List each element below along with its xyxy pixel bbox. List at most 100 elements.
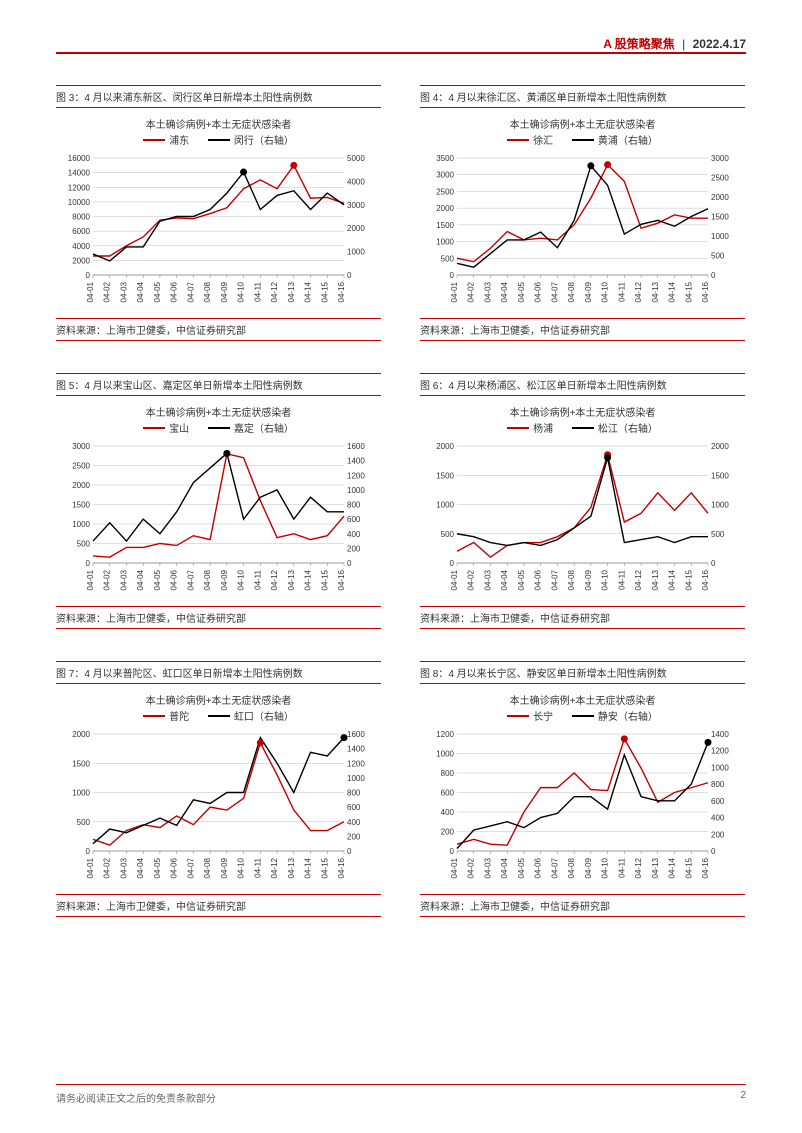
svg-text:04-09: 04-09 <box>584 281 593 302</box>
chart-legend: 杨浦 松江（右轴） <box>420 420 745 435</box>
svg-text:200: 200 <box>441 828 455 837</box>
svg-text:6000: 6000 <box>72 227 90 236</box>
chart-cell-fig3: 图 3：4 月以来浦东新区、闵行区单日新增本土阳性病例数 本土确诊病例+本土无症… <box>56 85 381 341</box>
chart-cell-fig5: 图 5：4 月以来宝山区、嘉定区单日新增本土阳性病例数 本土确诊病例+本土无症状… <box>56 373 381 629</box>
legend-swatch-black <box>572 139 594 141</box>
svg-text:4000: 4000 <box>347 177 365 186</box>
svg-text:04-10: 04-10 <box>601 857 610 878</box>
svg-text:800: 800 <box>347 789 361 798</box>
svg-text:04-05: 04-05 <box>517 569 526 590</box>
chart-legend: 徐汇 黄浦（右轴） <box>420 132 745 147</box>
header-category: A 股策略聚焦 <box>603 37 675 51</box>
svg-text:1500: 1500 <box>72 759 90 768</box>
svg-text:04-12: 04-12 <box>634 857 643 878</box>
svg-text:04-13: 04-13 <box>287 857 296 878</box>
svg-text:2000: 2000 <box>72 256 90 265</box>
legend-label-2: 静安（右轴） <box>598 708 658 723</box>
svg-text:04-16: 04-16 <box>337 857 346 878</box>
svg-text:1000: 1000 <box>436 750 454 759</box>
svg-text:04-14: 04-14 <box>304 857 313 878</box>
svg-text:04-07: 04-07 <box>550 281 559 302</box>
svg-text:400: 400 <box>347 530 361 539</box>
legend-swatch-red <box>507 139 529 141</box>
page-header: A 股策略聚焦 | 2022.4.17 <box>603 35 746 52</box>
svg-text:04-01: 04-01 <box>86 281 95 302</box>
svg-text:04-10: 04-10 <box>601 569 610 590</box>
svg-text:04-06: 04-06 <box>534 857 543 878</box>
chart-legend: 长宁 静安（右轴） <box>420 708 745 723</box>
legend-item-2: 嘉定（右轴） <box>208 420 294 435</box>
svg-text:04-11: 04-11 <box>253 569 262 589</box>
svg-text:04-07: 04-07 <box>550 569 559 590</box>
legend-swatch-black <box>208 139 230 141</box>
legend-label-1: 杨浦 <box>533 420 553 435</box>
svg-text:1000: 1000 <box>72 520 90 529</box>
svg-text:800: 800 <box>441 769 455 778</box>
svg-text:2000: 2000 <box>72 730 90 739</box>
header-rule <box>56 52 746 54</box>
svg-text:0: 0 <box>347 847 352 856</box>
svg-text:04-10: 04-10 <box>237 281 246 302</box>
chart-title: 图 8：4 月以来长宁区、静安区单日新增本土阳性病例数 <box>420 661 745 684</box>
chart-source: 资料来源：上海市卫健委，中信证券研究部 <box>420 894 745 917</box>
svg-text:8000: 8000 <box>72 213 90 222</box>
legend-item-2: 黄浦（右轴） <box>572 132 658 147</box>
svg-text:200: 200 <box>347 832 361 841</box>
svg-text:0: 0 <box>711 847 716 856</box>
svg-text:2000: 2000 <box>711 193 729 202</box>
footer-disclaimer: 请务必阅读正文之后的免责条款部分 <box>56 1090 216 1105</box>
svg-text:600: 600 <box>711 797 725 806</box>
svg-text:04-12: 04-12 <box>634 281 643 302</box>
svg-text:2000: 2000 <box>436 204 454 213</box>
chart-svg: 0200040006000800010000120001400016000010… <box>56 150 381 315</box>
svg-text:04-01: 04-01 <box>450 569 459 590</box>
svg-text:04-11: 04-11 <box>617 281 626 301</box>
svg-text:04-16: 04-16 <box>701 569 710 590</box>
chart-area: 本土确诊病例+本土无症状感染者 普陀 虹口（右轴） 05001000150020… <box>56 684 381 894</box>
legend-label-2: 嘉定（右轴） <box>234 420 294 435</box>
legend-swatch-black <box>208 427 230 429</box>
legend-item-2: 静安（右轴） <box>572 708 658 723</box>
legend-label-2: 虹口（右轴） <box>234 708 294 723</box>
svg-text:04-15: 04-15 <box>684 569 693 590</box>
legend-item-2: 闵行（右轴） <box>208 132 294 147</box>
chart-svg: 0500100015002000250030000200400600800100… <box>56 438 381 603</box>
chart-subtitle: 本土确诊病例+本土无症状感染者 <box>420 404 745 419</box>
legend-swatch-black <box>572 427 594 429</box>
svg-text:0: 0 <box>86 271 91 280</box>
chart-subtitle: 本土确诊病例+本土无症状感染者 <box>56 116 381 131</box>
svg-text:04-04: 04-04 <box>136 281 145 302</box>
svg-text:04-12: 04-12 <box>634 569 643 590</box>
svg-text:400: 400 <box>711 814 725 823</box>
svg-text:04-09: 04-09 <box>220 281 229 302</box>
chart-cell-fig6: 图 6：4 月以来杨浦区、松江区单日新增本土阳性病例数 本土确诊病例+本土无症状… <box>420 373 745 629</box>
svg-text:04-02: 04-02 <box>467 857 476 878</box>
svg-text:1400: 1400 <box>711 730 729 739</box>
svg-text:04-11: 04-11 <box>617 857 626 877</box>
svg-text:04-05: 04-05 <box>153 857 162 878</box>
svg-text:04-11: 04-11 <box>253 281 262 301</box>
svg-text:04-03: 04-03 <box>119 569 128 590</box>
chart-area: 本土确诊病例+本土无症状感染者 徐汇 黄浦（右轴） 05001000150020… <box>420 108 745 318</box>
svg-text:04-03: 04-03 <box>119 857 128 878</box>
svg-text:04-13: 04-13 <box>651 569 660 590</box>
chart-cell-fig4: 图 4：4 月以来徐汇区、黄浦区单日新增本土阳性病例数 本土确诊病例+本土无症状… <box>420 85 745 341</box>
svg-text:2000: 2000 <box>711 442 729 451</box>
svg-text:04-02: 04-02 <box>103 281 112 302</box>
svg-text:04-06: 04-06 <box>170 857 179 878</box>
chart-legend: 普陀 虹口（右轴） <box>56 708 381 723</box>
svg-text:0: 0 <box>450 559 455 568</box>
chart-source: 资料来源：上海市卫健委，中信证券研究部 <box>56 318 381 341</box>
svg-text:04-12: 04-12 <box>270 281 279 302</box>
svg-text:500: 500 <box>711 252 725 261</box>
svg-text:400: 400 <box>441 808 455 817</box>
svg-text:0: 0 <box>86 559 91 568</box>
svg-text:04-10: 04-10 <box>237 569 246 590</box>
svg-text:500: 500 <box>441 530 455 539</box>
charts-grid: 图 3：4 月以来浦东新区、闵行区单日新增本土阳性病例数 本土确诊病例+本土无症… <box>56 85 746 917</box>
svg-text:500: 500 <box>441 254 455 263</box>
svg-text:04-01: 04-01 <box>86 569 95 590</box>
svg-text:600: 600 <box>347 515 361 524</box>
chart-cell-fig7: 图 7：4 月以来普陀区、虹口区单日新增本土阳性病例数 本土确诊病例+本土无症状… <box>56 661 381 917</box>
svg-text:04-15: 04-15 <box>320 281 329 302</box>
